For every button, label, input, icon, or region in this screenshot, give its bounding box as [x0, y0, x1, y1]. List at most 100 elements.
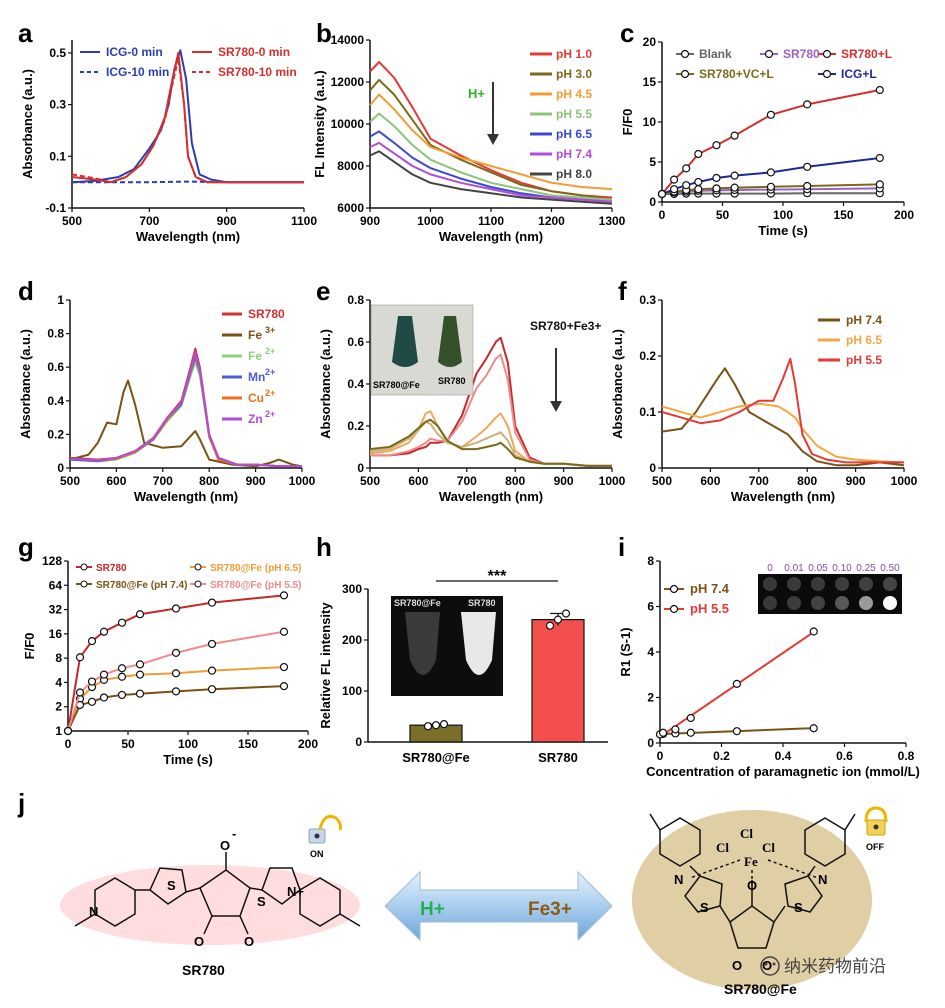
h-inset-label-right: SR780 [468, 598, 496, 608]
g-xtick-label: 150 [238, 737, 258, 751]
e-ytick-label: 0.8 [347, 293, 364, 307]
b-legend-label: pH 3.0 [556, 67, 592, 81]
g-series-line [67, 594, 285, 732]
g-marker [279, 627, 289, 636]
g-marker [135, 670, 145, 679]
a-xtick-label: 1100 [291, 214, 317, 228]
g-ytick-label: 1 [55, 724, 62, 738]
c-legend-marker [764, 49, 774, 59]
f-series-line [661, 357, 904, 464]
sr780-o1: O [220, 838, 230, 853]
g-xtick-label: 0 [65, 737, 72, 751]
a-ytick-label: 0.1 [49, 149, 66, 163]
f-y-label: Absorbance (a.u.) [610, 329, 625, 439]
sr780-s2: S [257, 894, 266, 909]
g-marker [171, 669, 181, 678]
g-marker [171, 648, 181, 657]
c-legend-marker [680, 49, 690, 59]
fe-cl1: Cl [716, 840, 729, 855]
i-phantom-top [763, 577, 777, 591]
c-marker [766, 110, 776, 119]
i-marker [809, 724, 818, 733]
schematic-j: N N+ S S O - O O SR780 ON H+ F [60, 806, 888, 997]
d-legend-label: SR780 [248, 307, 285, 321]
g-marker [279, 662, 289, 672]
tube-bright-icon [461, 612, 496, 675]
e-xtick-label: 900 [554, 474, 574, 488]
b-legend-label: pH 6.5 [556, 127, 592, 141]
i-phantom-bottom [883, 596, 897, 610]
b-series-line [369, 150, 613, 205]
c-legend-label: ICG+L [841, 67, 877, 81]
f-legend-label: pH 6.5 [846, 333, 882, 347]
c-xtick-label: 150 [833, 208, 853, 222]
g-x-label: Time (s) [163, 752, 213, 767]
c-ytick-label: 20 [643, 35, 657, 49]
panel-label-h: h [316, 532, 332, 562]
d-legend-label: Fe [248, 349, 262, 363]
h-y-label: Relative FL intensity [318, 602, 333, 729]
d-ytick-label: 0.8 [47, 327, 64, 341]
g-marker [171, 604, 181, 613]
c-legend-marker [822, 69, 832, 79]
b-legend-label: pH 7.4 [556, 147, 592, 161]
d-xtick-label: 900 [246, 474, 266, 488]
f-ytick-label: 0.1 [639, 405, 656, 419]
a-legend-label: ICG-0 min [106, 45, 163, 59]
d-ytick-label: 0.2 [47, 427, 64, 441]
g-marker [87, 697, 97, 706]
c-marker [694, 149, 703, 159]
sr780-s1: S [167, 878, 176, 893]
c-marker [730, 171, 739, 180]
e-ytick-label: 0 [357, 461, 364, 475]
g-marker [117, 664, 127, 673]
c-marker [766, 182, 776, 191]
f-xtick-label: 700 [749, 474, 769, 488]
panel-label-c: c [620, 18, 634, 48]
c-marker [875, 153, 884, 163]
panel-label-e: e [316, 276, 330, 306]
c-marker [875, 85, 884, 95]
fe-o1: O [747, 878, 757, 893]
i-phantom-top [811, 577, 825, 591]
lock-on-label: ON [310, 849, 324, 859]
i-legend-label: pH 7.4 [690, 581, 730, 596]
i-marker [809, 627, 818, 636]
e-xtick-label: 600 [408, 474, 428, 488]
i-xtick-label: 0.2 [713, 749, 730, 763]
g-ytick-label: 8 [55, 651, 62, 665]
c-marker [803, 100, 812, 109]
b-series-line [369, 112, 613, 201]
g-marker [99, 693, 109, 702]
g-marker [207, 666, 217, 675]
b-ytick-label: 14000 [331, 33, 365, 47]
i-inset-label: 0.01 [784, 563, 804, 574]
c-legend-label: SR780 [783, 47, 820, 61]
arrow-fe3: Fe3+ [528, 899, 572, 920]
d-legend-label: Cu [248, 391, 264, 405]
i-phantom-bottom [763, 596, 777, 610]
i-phantom-bottom [787, 596, 801, 610]
h-category-label: SR780@Fe [402, 750, 470, 765]
d-ytick-label: 0.4 [47, 394, 64, 408]
d-legend-sup: 2+ [265, 346, 275, 356]
c-legend-marker [822, 49, 832, 59]
e-xtick-label: 800 [505, 474, 525, 488]
d-legend-label: Mn [248, 370, 265, 384]
b-series-line [369, 93, 613, 191]
a-ytick-label: 0.3 [49, 98, 66, 112]
f-legend-label: pH 5.5 [846, 353, 882, 367]
g-legend-label: SR780@Fe (pH 6.5) [210, 563, 301, 574]
i-ytick-label: 8 [647, 554, 654, 568]
i-legend-marker [669, 584, 679, 594]
e-inset-label-left: SR780@Fe [373, 380, 420, 390]
c-legend-label: SR780+L [841, 47, 892, 61]
i-xtick-label: 0.6 [836, 749, 853, 763]
sr780fe-structure [649, 813, 856, 949]
c-marker [682, 164, 691, 173]
i-inset-label: 0.10 [832, 563, 852, 574]
g-ytick-label: 16 [49, 627, 63, 641]
vial-left-icon [392, 316, 418, 367]
h-point [553, 615, 563, 624]
b-xtick-label: 1000 [417, 214, 444, 228]
